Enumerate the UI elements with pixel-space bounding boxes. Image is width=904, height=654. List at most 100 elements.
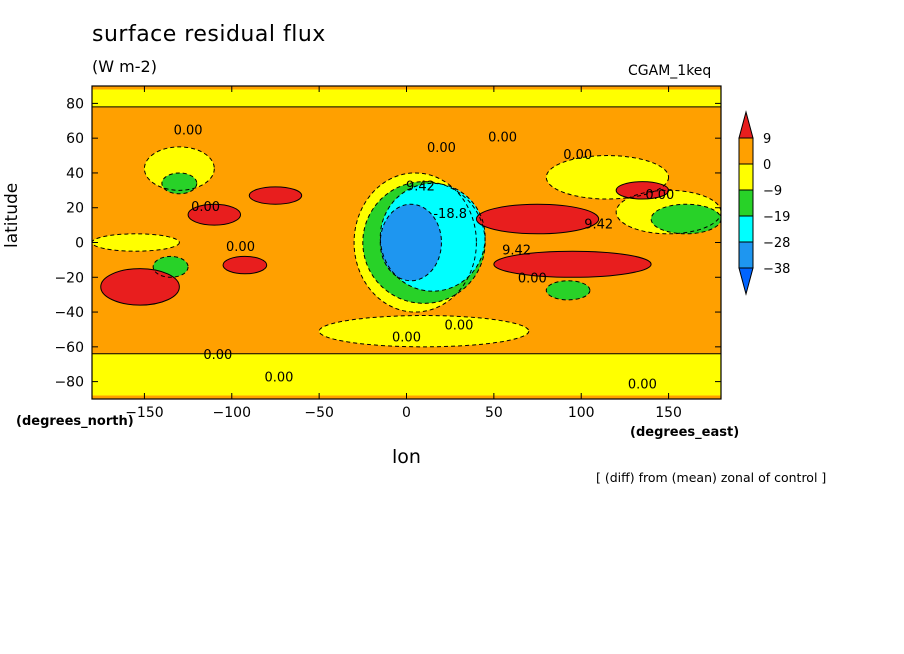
plot-background — [92, 86, 721, 399]
contour-label-7: 0.00 — [444, 318, 473, 333]
contour-line-9 — [152, 255, 189, 278]
y-tick-label--80: −80 — [54, 375, 84, 391]
x-axis-label: lon — [392, 446, 421, 468]
x-tick-label--50: −50 — [304, 405, 334, 421]
y-tick-label--40: −40 — [54, 305, 84, 321]
footnote: [ (diff) from (mean) zonal of control ] — [596, 470, 827, 485]
chart-title: surface residual flux — [92, 22, 326, 47]
region--38-14 — [380, 204, 442, 281]
colorbar-swatch-4 — [738, 215, 754, 243]
colorbar-swatch-3 — [738, 189, 754, 217]
axes: −150 −100 −50 0 50 100 150806040200−20−40−60−8… — [54, 85, 722, 421]
contour-label-0: 0.00 — [174, 124, 203, 139]
colorbar-label-2: −9 — [763, 184, 782, 199]
contour-line-2 — [318, 315, 530, 348]
region-band-0 — [92, 89, 721, 107]
contour-line-17 — [222, 255, 268, 275]
region--19-8 — [161, 172, 197, 194]
region-9-21 — [616, 181, 669, 200]
colorbar-label-0: 9 — [763, 132, 771, 147]
contour-line-16 — [187, 203, 242, 226]
contour-labels: 0.00 0.00 0.00 0.00 0.00 0.00 0.00 0.00 0.00 0.00… — [174, 124, 675, 393]
colorbar-label-1: 0 — [763, 158, 771, 173]
region--19-12 — [362, 181, 486, 304]
contour-line-13 — [379, 182, 486, 292]
x-tick-label-100: 100 — [568, 405, 595, 421]
contour-line-20 — [493, 250, 652, 278]
region--9-7 — [616, 190, 721, 234]
region-9-17 — [223, 256, 267, 274]
contour-label-10: 0.00 — [264, 371, 293, 386]
region--9-6 — [92, 233, 180, 252]
contour-regions — [92, 89, 721, 396]
contour-line-11 — [650, 203, 721, 235]
region--19-9 — [153, 256, 189, 278]
contour-label-14: 9.42 — [584, 218, 613, 233]
colorbar-swatch-1 — [738, 137, 754, 165]
colorbar-swatch-5 — [738, 241, 754, 269]
region-9-20 — [493, 251, 652, 278]
x-tick-label--100: −100 — [213, 405, 251, 421]
contour-label-16: -18.8 — [433, 207, 467, 222]
y-tick-label--60: −60 — [54, 340, 84, 356]
region--28-13 — [380, 183, 486, 292]
y-tick-label-60: 60 — [66, 131, 84, 147]
contour-label-6: 0.00 — [392, 331, 421, 346]
region-9-18 — [249, 186, 302, 205]
colorbar: 9 0 −9 −19 −28 −38 — [738, 110, 790, 296]
contour-label-5: 0.00 — [563, 148, 592, 163]
region--9-3 — [144, 146, 215, 191]
region-9-15 — [100, 268, 180, 306]
y-tick-label-40: 40 — [66, 166, 84, 182]
contour-label-2: 0.00 — [226, 240, 255, 255]
region-band-1 — [92, 353, 721, 396]
chart-units: (W m-2) — [92, 57, 157, 76]
region--9-2 — [319, 315, 529, 347]
plot-area-fill — [92, 86, 721, 399]
y-tick-label-0: 0 — [75, 236, 84, 252]
colorbar-label-3: −19 — [763, 210, 790, 225]
colorbar-label-4: −28 — [763, 236, 790, 251]
region-9-16 — [188, 204, 241, 226]
region--9-4 — [354, 172, 477, 313]
contour-label-15: 9.42 — [502, 244, 531, 259]
contour-line-14 — [379, 203, 442, 282]
contour-label-13: 9.42 — [406, 179, 435, 194]
region--9-5 — [546, 155, 669, 200]
contour-line-15 — [100, 268, 180, 306]
y-axis-label: latitude — [2, 182, 22, 248]
contour-label-8: 0.00 — [518, 271, 547, 286]
region--19-11 — [651, 204, 721, 234]
contour-line-21 — [615, 181, 670, 200]
contour-line-3 — [143, 146, 215, 191]
colorbar-top-arrow — [738, 110, 754, 139]
contour-label-3: 0.00 — [427, 141, 456, 156]
contour-label-11: 0.00 — [628, 378, 657, 393]
x-axis-units: (degrees_east) — [630, 425, 740, 440]
contour-lines — [92, 106, 721, 355]
contour-line-12 — [362, 181, 486, 304]
dataset-label: CGAM_1keq — [628, 63, 712, 79]
contour-line-8 — [161, 172, 198, 195]
contour-label-9: 0.00 — [203, 348, 232, 363]
contour-line-19 — [475, 203, 600, 235]
colorbar-swatch-2 — [738, 163, 754, 191]
x-tick-label-50: 50 — [485, 405, 503, 421]
plot-frame — [91, 85, 722, 400]
contour-label-1: 0.00 — [191, 200, 220, 215]
contour-line-6 — [92, 233, 180, 252]
contour-line-4 — [353, 172, 477, 313]
colorbar-bottom-arrow — [738, 267, 754, 296]
contour-label-12: 0.00 — [645, 188, 674, 203]
contour-label-4: 0.00 — [488, 131, 517, 146]
contour-line-10 — [545, 280, 591, 301]
contour-line-7 — [615, 189, 721, 235]
y-tick-label-20: 20 — [66, 201, 84, 217]
colorbar-label-5: −38 — [763, 262, 790, 277]
y-tick-label-80: 80 — [66, 96, 84, 112]
y-tick-label--20: −20 — [54, 270, 84, 286]
contour-line-5 — [545, 155, 670, 200]
y-axis-units: (degrees_north) — [16, 414, 134, 429]
x-tick-label-0: 0 — [402, 405, 411, 421]
